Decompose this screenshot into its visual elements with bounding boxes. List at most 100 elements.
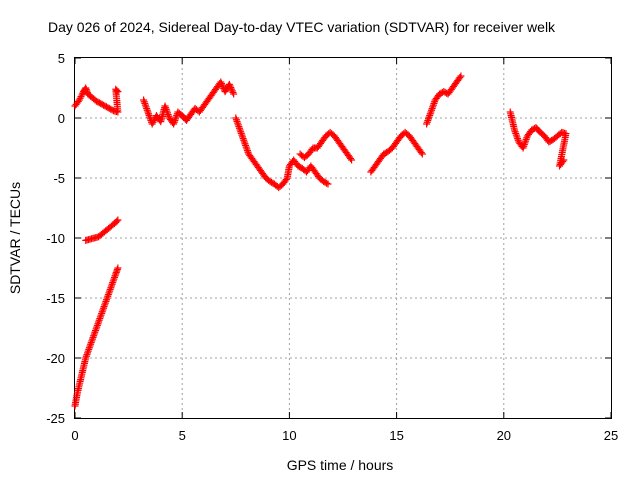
data-point-marker xyxy=(163,107,171,115)
y-tick-label: -5 xyxy=(53,171,65,186)
data-point-marker xyxy=(97,311,105,319)
data-point-marker xyxy=(98,308,106,316)
y-tick-label: -10 xyxy=(46,231,65,246)
plot-frame xyxy=(74,57,612,419)
x-tick-label: 10 xyxy=(282,428,296,443)
data-point-marker xyxy=(113,217,121,225)
data-point-marker xyxy=(107,282,115,290)
data-point-marker xyxy=(165,112,173,120)
data-point-marker xyxy=(93,321,101,329)
data-point-marker xyxy=(512,129,520,137)
data-point-marker xyxy=(101,299,109,307)
data-point-marker xyxy=(78,91,86,99)
data-point-marker xyxy=(145,110,153,118)
data-point-marker xyxy=(430,99,438,107)
data-point-marker xyxy=(142,103,150,111)
data-point-marker xyxy=(87,339,95,347)
data-point-marker xyxy=(225,80,233,88)
data-point-marker xyxy=(429,103,437,111)
data-point-marker xyxy=(93,323,101,331)
data-point-marker xyxy=(242,143,250,151)
data-point-marker xyxy=(242,141,250,149)
data-point-marker xyxy=(114,216,122,224)
y-tick-label: -15 xyxy=(46,291,65,306)
data-point-marker xyxy=(88,337,96,345)
data-point-marker xyxy=(143,105,151,113)
data-point-marker xyxy=(91,328,99,336)
data-point-marker xyxy=(162,104,170,112)
x-tick-label: 25 xyxy=(604,428,618,443)
data-point-marker xyxy=(172,113,180,121)
x-axis-label: GPS time / hours xyxy=(287,457,394,473)
data-point-marker xyxy=(162,105,170,113)
data-point-marker xyxy=(512,131,520,139)
data-point-marker xyxy=(149,118,157,126)
data-point-marker xyxy=(514,136,522,144)
series-track-b xyxy=(82,216,122,244)
data-point-marker xyxy=(218,80,226,88)
series-track-a xyxy=(71,264,122,410)
x-tick-label: 15 xyxy=(389,428,403,443)
data-point-marker xyxy=(107,284,115,292)
data-point-marker xyxy=(239,133,247,141)
series-track-g xyxy=(367,128,426,176)
data-point-marker xyxy=(164,111,172,119)
data-point-marker xyxy=(171,115,179,123)
data-point-marker xyxy=(85,344,93,352)
data-point-marker xyxy=(92,327,100,335)
data-point-marker xyxy=(141,101,149,109)
data-point-marker xyxy=(237,128,245,136)
data-point-marker xyxy=(84,347,92,355)
data-point-marker xyxy=(82,352,90,360)
data-point-marker xyxy=(427,108,435,116)
data-point-marker xyxy=(89,333,97,341)
data-point-marker xyxy=(232,114,240,122)
data-point-marker xyxy=(163,109,171,117)
data-point-marker xyxy=(428,106,436,114)
data-point-marker xyxy=(161,102,169,110)
data-point-marker xyxy=(76,94,84,102)
data-point-marker xyxy=(324,180,332,188)
grid-lines xyxy=(75,58,611,418)
data-point-marker xyxy=(424,115,432,123)
data-point-marker xyxy=(228,87,236,95)
series-track-f xyxy=(296,128,356,164)
data-point-marker xyxy=(88,335,96,343)
data-point-marker xyxy=(95,316,103,324)
data-point-marker xyxy=(90,332,98,340)
data-point-marker xyxy=(244,148,252,156)
data-point-marker xyxy=(237,129,245,137)
data-point-marker xyxy=(235,123,243,131)
data-point-marker xyxy=(230,90,238,98)
data-marks xyxy=(71,72,570,410)
data-point-marker xyxy=(85,345,93,353)
data-point-marker xyxy=(559,158,567,165)
data-point-marker xyxy=(348,156,356,164)
data-point-marker xyxy=(521,139,529,147)
data-point-marker xyxy=(423,118,431,126)
data-point-marker xyxy=(513,133,521,141)
data-point-marker xyxy=(523,134,531,142)
data-point-marker xyxy=(111,272,119,280)
data-point-marker xyxy=(519,144,527,152)
data-point-marker xyxy=(456,74,464,81)
data-point-marker xyxy=(82,354,90,362)
data-point-marker xyxy=(171,117,179,125)
series-track-h xyxy=(423,72,465,128)
data-point-marker xyxy=(228,85,236,93)
data-point-marker xyxy=(417,149,425,156)
data-point-marker xyxy=(217,78,225,86)
data-point-marker xyxy=(106,287,114,295)
data-point-marker xyxy=(109,279,117,287)
data-point-marker xyxy=(426,110,434,118)
data-point-marker xyxy=(282,176,290,183)
data-point-marker xyxy=(96,313,104,321)
data-point-marker xyxy=(235,124,243,132)
series-track-d xyxy=(140,78,238,128)
data-point-marker xyxy=(140,96,148,104)
data-point-marker xyxy=(240,138,248,146)
data-point-marker xyxy=(98,309,106,317)
data-point-marker xyxy=(95,318,103,326)
x-tick-label: 5 xyxy=(179,428,186,443)
x-tick-label: 20 xyxy=(497,428,511,443)
